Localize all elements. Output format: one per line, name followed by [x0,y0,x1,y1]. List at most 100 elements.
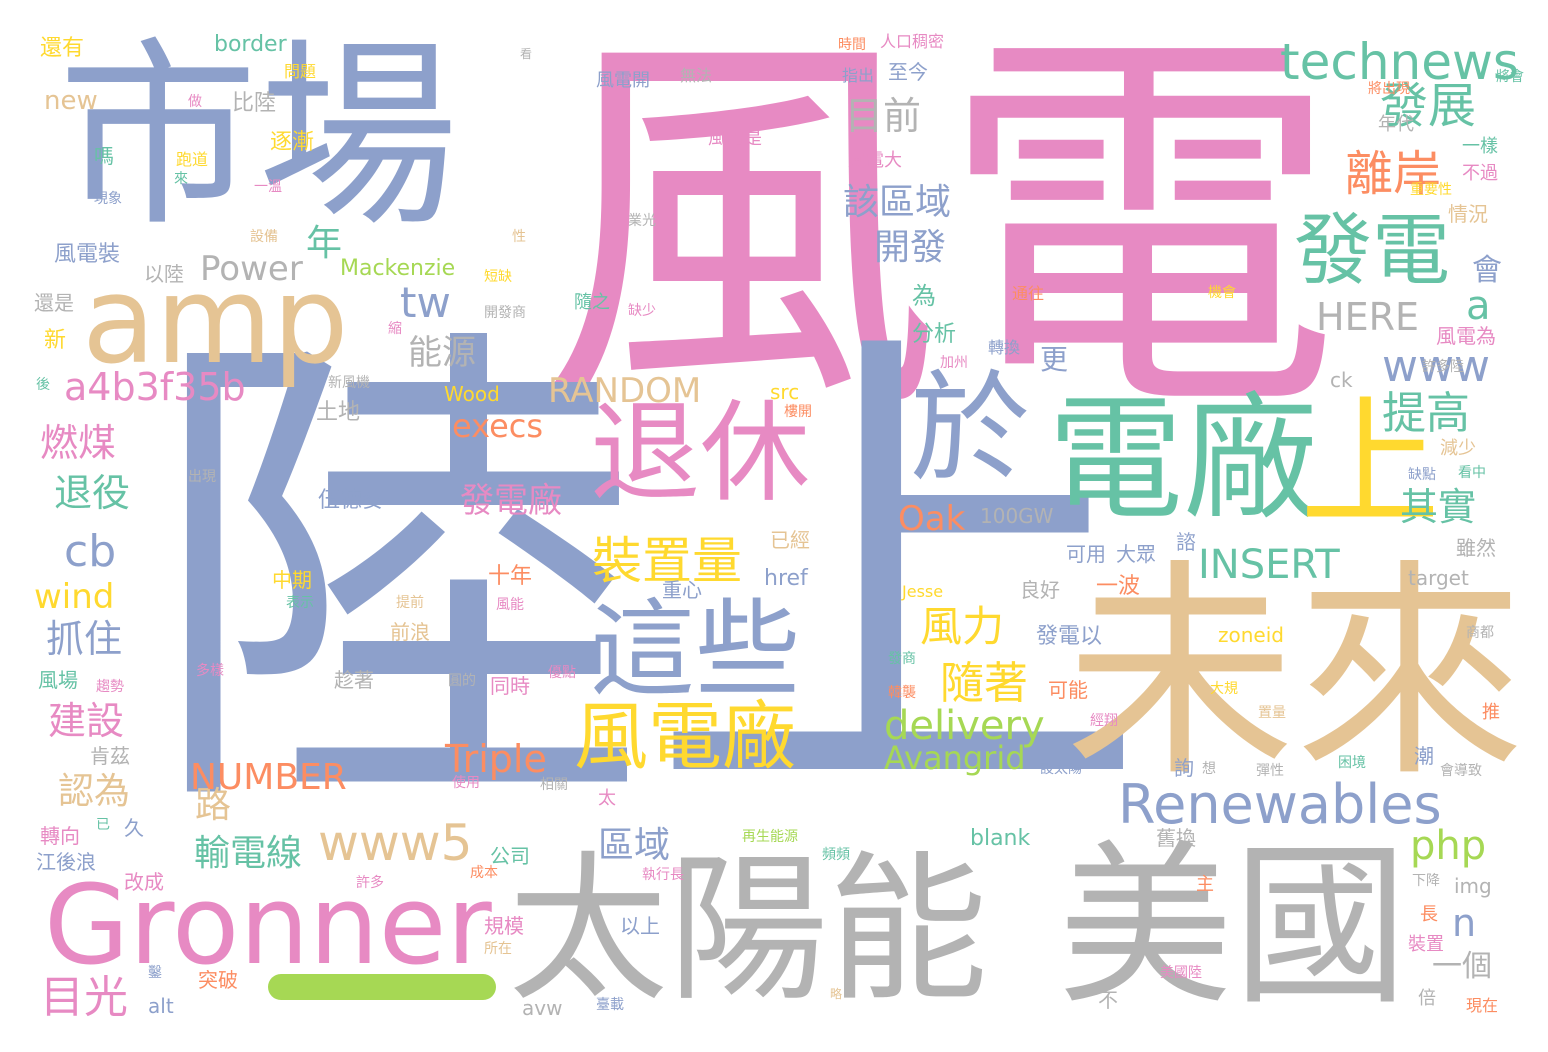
word-yishang: 以上 [620,914,660,938]
word-jianghoulang: 江後浪 [36,850,96,874]
word-kaifashang: 開發商 [484,305,526,321]
word-mackenzie: Mackenzie [340,256,456,281]
word-tudi: 土地 [316,400,361,425]
word-nengyuan: 能源 [408,333,476,373]
word-img: img [1454,874,1492,898]
word-yu: 於 [910,360,1030,499]
word-technews: technews [1280,33,1519,91]
word-zhongyaoxing: 重要性 [1410,182,1452,198]
word-zhichu: 指出 [842,66,875,85]
word-fengchang: 風場 [38,668,78,692]
word-zhexie: 這些 [590,589,801,711]
word-kenzi: 肯茲 [90,744,130,768]
word-lushang: 陸上 [148,289,1148,871]
word-meiguolu: 美國陸 [1160,965,1202,981]
word-power: Power [200,249,303,289]
word-haishi: 還是 [34,291,74,315]
word-chang: 長 [1420,904,1438,925]
word-zhuazhu: 抓住 [46,617,123,661]
word-zoneid: zoneid [1218,623,1284,647]
word-fengdianda: 風電大 [848,150,902,171]
word-zhuangzhiliang: 裝置量 [592,532,742,590]
word-wei: 為 [912,282,936,310]
word-jianshe: 建設 [48,699,125,743]
word-zi: 諮 [1176,530,1196,554]
word-php: php [1410,823,1487,869]
word-tanxing: 彈性 [1256,763,1284,779]
word-here: HERE [1316,295,1419,339]
word-jiuhuan: 舊換 [1156,826,1196,850]
word-100gw: 100GW [980,504,1054,528]
word-amp: amp [82,252,349,391]
word-dagui: 大規 [1210,681,1238,697]
word-www5: www5 [318,814,473,872]
word-weilai: 未來 [1065,541,1526,808]
word-chenzhe: 趁著 [334,668,374,692]
word-shichang: 市場 [58,21,459,254]
word-src: src [770,380,800,404]
word-fengdianwei: 風電為 [1436,324,1496,348]
word-huidaozhi: 會導致 [1440,763,1482,779]
word-bilu: 比陸 [232,91,277,116]
word-cb: cb [64,526,117,577]
word-tuixiu: 退休 [590,389,810,517]
word-pinpin: 頻頻 [822,847,850,863]
word-zhuangzhi: 裝置 [1408,934,1444,955]
word-xiangguan: 相關 [540,777,568,793]
word-zao: 鑿 [148,965,162,981]
word-keyong: 可用 [1066,542,1106,566]
word-muqian: 目前 [845,94,922,138]
word-wudemai: 伍德麥 [318,488,385,513]
word-qingkuang: 情況 [1448,202,1488,226]
word-tiqian: 提前 [396,595,424,611]
word-jiangchuxian: 將出現 [1368,81,1410,97]
word-jianghui: 將會 [1496,69,1524,85]
word-fenxi: 分析 [912,322,957,347]
word-chuxian: 出現 [188,469,216,485]
word-renwei: 認為 [58,771,131,812]
word-suizhi: 隨之 [574,292,610,313]
word-lai: 來 [174,171,188,187]
word-yiwen: 一溫 [254,179,282,195]
word-shudianxian: 輸電線 [194,833,303,874]
word-new: new [44,86,98,116]
word-dazhong: 大眾 [1116,542,1156,566]
word-shang: 上 [1300,383,1441,546]
word-wind: wind [34,577,115,617]
word-random: RANDOM [548,371,702,411]
word-youdian: 優點 [548,665,576,681]
word-haiyou: 還有 [40,36,85,61]
word-n: n [1452,901,1477,945]
word-qishi: 其實 [1400,485,1477,529]
word-loukai: 樓開 [784,404,812,420]
word-zhuanxiang: 轉向 [40,824,80,848]
word-tuiyi: 退役 [54,471,131,515]
word-xianzai: 現在 [1466,996,1499,1015]
word-keneng: 可能 [1048,678,1088,702]
word-zaishengnengyuan: 再生能源 [742,829,798,845]
word-oak: Oak [898,499,966,539]
word-zhuanhuan: 轉換 [988,338,1021,357]
word-renewables: Renewables [1118,773,1442,836]
word-gronner: Gronner [44,861,492,989]
word-fengdian: 風電 [540,0,1340,462]
word-tw: tw [400,278,451,327]
word-fashang: 發商 [888,651,916,667]
word-wenti: 問題 [284,62,317,81]
word-queshao: 缺少 [628,303,656,319]
word-bu: 不 [1098,988,1118,1012]
word-hou: 後 [36,377,50,393]
word-guimo: 規模 [484,914,524,938]
word-shiyong: 使用 [452,775,480,791]
word-zhujian: 逐漸 [270,130,315,155]
word-yiyang: 一樣 [1462,136,1498,157]
word-jiu: 久 [124,816,144,840]
word-triple: Triple [445,737,547,781]
word-xinfengji: 新風機 [328,375,370,391]
word-zhongxin: 重心 [662,578,702,602]
word-xuduo: 許多 [356,875,384,891]
word-kaifa: 開發 [874,227,947,268]
word-lu: 路 [195,785,232,826]
word-a: a [1466,283,1491,329]
